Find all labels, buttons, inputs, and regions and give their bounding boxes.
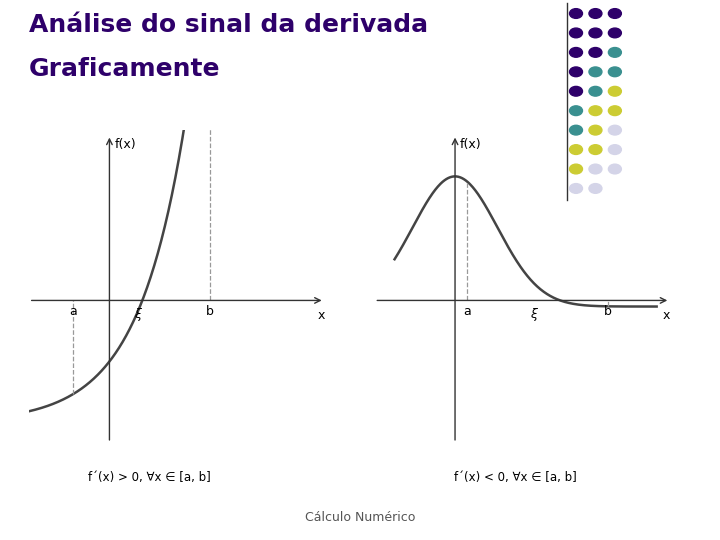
Text: a: a: [69, 305, 77, 318]
Text: ξ: ξ: [530, 308, 536, 321]
Text: f´(x) > 0, ∀x ∈ [a, b]: f´(x) > 0, ∀x ∈ [a, b]: [89, 471, 211, 484]
Text: Análise do sinal da derivada: Análise do sinal da derivada: [29, 14, 428, 37]
Text: f(x): f(x): [114, 138, 136, 151]
Text: Cálculo Numérico: Cálculo Numérico: [305, 511, 415, 524]
Text: x: x: [318, 309, 325, 322]
Text: a: a: [463, 305, 471, 318]
Text: Graficamente: Graficamente: [29, 57, 220, 80]
Text: ξ: ξ: [134, 308, 140, 321]
Text: f(x): f(x): [460, 138, 482, 151]
Text: x: x: [663, 309, 670, 322]
Text: f´(x) < 0, ∀x ∈ [a, b]: f´(x) < 0, ∀x ∈ [a, b]: [454, 471, 577, 484]
Text: b: b: [207, 305, 214, 318]
Text: b: b: [604, 305, 612, 318]
